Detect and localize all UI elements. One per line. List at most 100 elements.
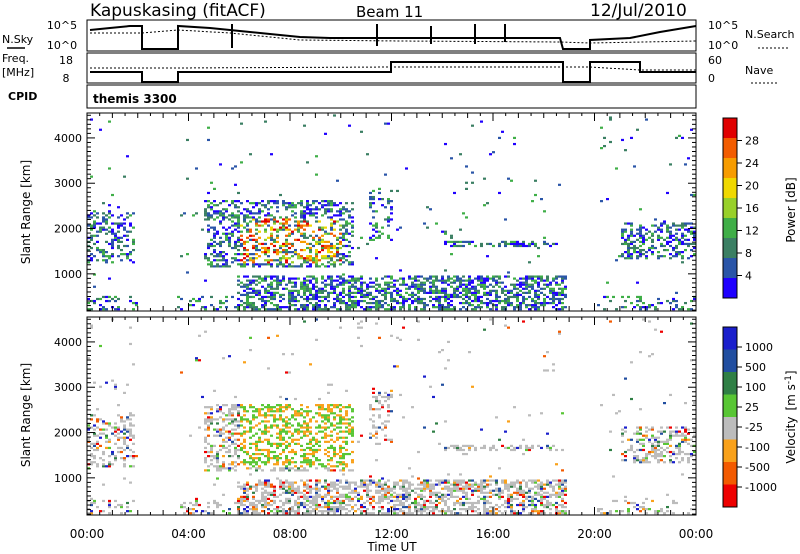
rti-cell: [528, 295, 531, 299]
rti-cell: [534, 308, 537, 311]
rti-cell: [522, 283, 525, 286]
rti-cell: [504, 505, 507, 509]
rti-cell: [354, 481, 357, 484]
rti-cell: [309, 510, 312, 513]
rti-cell: [132, 226, 135, 229]
rti-cell: [309, 275, 312, 278]
rti-cell: [657, 257, 660, 260]
rti-cell: [216, 216, 219, 219]
rti-cell: [282, 257, 285, 260]
rti-cell: [480, 491, 483, 494]
rti-cell: [258, 501, 261, 505]
rti-cell: [630, 448, 633, 452]
rti-cell: [504, 218, 507, 221]
rti-cell: [327, 426, 330, 429]
rti-cell: [507, 301, 510, 305]
rti-cell: [678, 224, 681, 227]
rti-cell: [306, 457, 309, 460]
rti-cell: [276, 426, 279, 429]
rti-cell: [489, 495, 492, 498]
rti-cell: [294, 465, 297, 468]
rti-cell: [306, 261, 309, 264]
rti-cell: [216, 452, 219, 456]
rti-cell: [540, 510, 543, 513]
rti-cell: [345, 224, 348, 227]
rti-cell: [378, 236, 381, 239]
rti-cell: [471, 489, 474, 492]
rti-cell: [261, 204, 264, 207]
rti-cell: [339, 446, 342, 450]
rti-cell: [306, 485, 309, 488]
rti-cell: [543, 210, 546, 213]
rti-cell: [213, 244, 216, 248]
rti-cell: [276, 279, 279, 282]
rti-cell: [273, 493, 276, 496]
rti-cell: [681, 261, 684, 264]
rti-cell: [294, 224, 297, 227]
rti-cell: [408, 287, 411, 290]
rti-cell: [495, 479, 498, 482]
rti-cell: [258, 457, 261, 460]
rti-cell: [243, 361, 246, 364]
rti-cell: [264, 248, 267, 252]
rti-cell: [540, 512, 543, 515]
rti-cell: [306, 406, 309, 409]
rti-cell: [369, 291, 372, 294]
rti-cell: [414, 283, 417, 286]
rti-cell: [297, 277, 300, 280]
rti-cell: [219, 428, 222, 431]
colorbar-tick-label: 24: [745, 157, 759, 170]
rti-cell: [102, 212, 105, 215]
rti-cell: [309, 234, 312, 237]
rti-cell: [285, 234, 288, 237]
rti-cell: [513, 481, 516, 484]
rti-cell: [330, 246, 333, 250]
rti-cell: [516, 497, 519, 501]
rti-cell: [393, 365, 396, 368]
rti-cell: [336, 259, 339, 262]
rti-cell: [237, 226, 240, 229]
rti-cell: [678, 134, 681, 137]
rti-cell: [483, 328, 486, 331]
rti-cell: [636, 304, 639, 307]
rti-cell: [435, 295, 438, 299]
rti-cell: [222, 432, 225, 435]
rti-cell: [495, 448, 498, 452]
rti-cell: [90, 446, 93, 450]
rti-cell: [339, 326, 342, 329]
rti-cell: [339, 283, 342, 286]
rti-cell: [114, 459, 117, 462]
rti-cell: [399, 283, 402, 286]
rti-cell: [297, 510, 300, 513]
rti-cell: [231, 404, 234, 407]
rti-cell: [336, 253, 339, 256]
rti-cell: [360, 275, 363, 278]
rti-cell: [369, 436, 372, 439]
rti-cell: [462, 485, 465, 488]
rti-cell: [324, 487, 327, 490]
rti-cell: [264, 412, 267, 415]
rti-cell: [480, 242, 483, 246]
rti-cell: [132, 301, 135, 305]
rti-cell: [273, 238, 276, 241]
rti-cell: [393, 308, 396, 311]
rti-cell: [411, 406, 414, 409]
rti-cell: [453, 191, 456, 195]
rti-cell: [291, 281, 294, 284]
rti-cell: [318, 236, 321, 239]
rti-cell: [465, 497, 468, 501]
rti-cell: [126, 155, 129, 158]
rti-cell: [315, 318, 318, 321]
rti-cell: [462, 275, 465, 278]
rti-cell: [531, 481, 534, 484]
rti-cell: [126, 428, 129, 431]
rti-cell: [624, 450, 627, 454]
rti-cell: [372, 224, 375, 227]
rti-cell: [330, 501, 333, 505]
rti-cell: [486, 277, 489, 280]
rti-cell: [513, 406, 516, 409]
rti-cell: [543, 236, 546, 239]
rti-cell: [267, 512, 270, 515]
rti-cell: [243, 450, 246, 454]
rti-cell: [477, 275, 480, 278]
